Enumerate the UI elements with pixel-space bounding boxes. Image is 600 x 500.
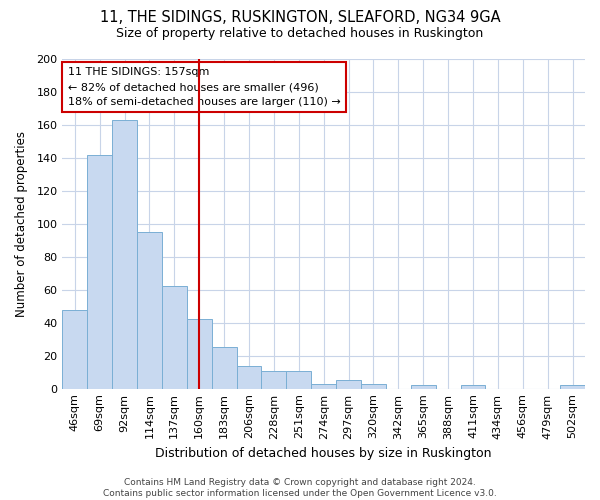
Bar [236,366,262,388]
Bar [461,386,485,388]
Bar [87,154,112,388]
Bar [112,120,137,388]
Bar [311,384,336,388]
Text: Contains HM Land Registry data © Crown copyright and database right 2024.
Contai: Contains HM Land Registry data © Crown c… [103,478,497,498]
Text: 11, THE SIDINGS, RUSKINGTON, SLEAFORD, NG34 9GA: 11, THE SIDINGS, RUSKINGTON, SLEAFORD, N… [100,10,500,25]
Bar [361,384,386,388]
Bar [137,232,162,388]
Bar [286,370,311,388]
Text: 11 THE SIDINGS: 157sqm
← 82% of detached houses are smaller (496)
18% of semi-de: 11 THE SIDINGS: 157sqm ← 82% of detached… [68,67,340,107]
Text: Size of property relative to detached houses in Ruskington: Size of property relative to detached ho… [116,28,484,40]
Bar [560,386,585,388]
Bar [187,320,212,388]
Bar [62,310,87,388]
Bar [162,286,187,388]
X-axis label: Distribution of detached houses by size in Ruskington: Distribution of detached houses by size … [155,447,492,460]
Bar [336,380,361,388]
Bar [212,348,236,389]
Bar [262,370,286,388]
Bar [411,386,436,388]
Y-axis label: Number of detached properties: Number of detached properties [15,131,28,317]
